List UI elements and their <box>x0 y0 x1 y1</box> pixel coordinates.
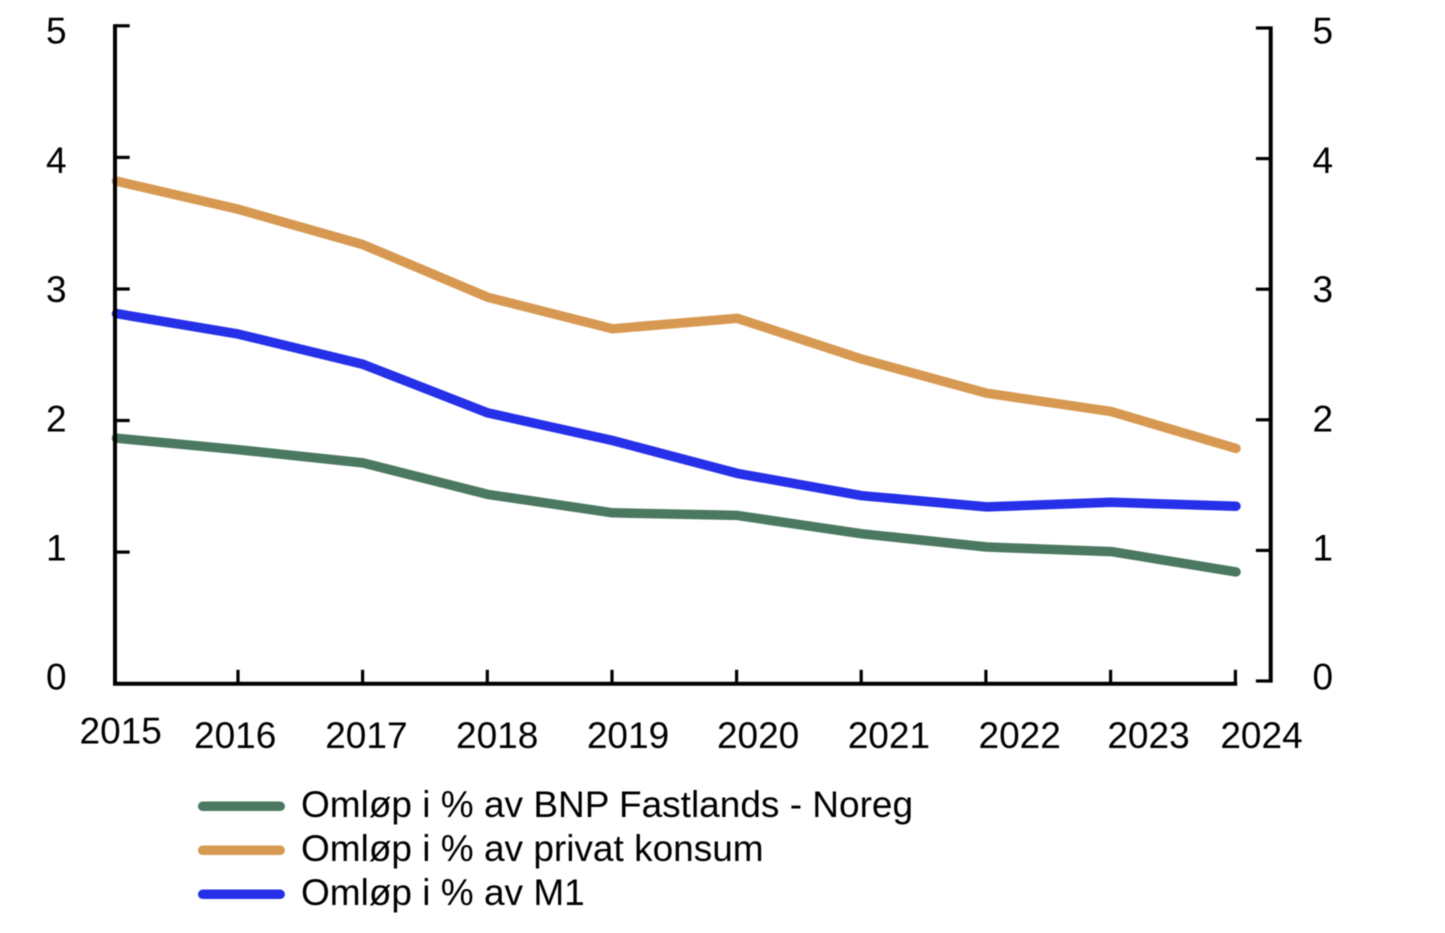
svg-text:0: 0 <box>1313 657 1334 698</box>
svg-text:5: 5 <box>1313 11 1334 52</box>
svg-text:1: 1 <box>1313 528 1334 569</box>
svg-text:1: 1 <box>46 528 67 569</box>
svg-text:Omløp i % av M1: Omløp i % av M1 <box>301 872 585 913</box>
svg-text:2017: 2017 <box>325 715 407 756</box>
svg-text:2: 2 <box>46 398 67 439</box>
svg-text:2022: 2022 <box>979 715 1061 756</box>
svg-text:3: 3 <box>1313 269 1334 310</box>
svg-text:5: 5 <box>46 11 67 52</box>
svg-text:2024: 2024 <box>1220 715 1302 756</box>
svg-text:2: 2 <box>1313 398 1334 439</box>
svg-text:Omløp i % av privat konsum: Omløp i % av privat konsum <box>301 828 764 869</box>
svg-text:2021: 2021 <box>848 715 930 756</box>
svg-text:2023: 2023 <box>1107 715 1189 756</box>
svg-text:0: 0 <box>46 657 67 698</box>
svg-text:4: 4 <box>46 140 67 181</box>
svg-text:Omløp i % av BNP Fastlands - N: Omløp i % av BNP Fastlands - Noreg <box>301 784 913 825</box>
svg-text:2018: 2018 <box>456 715 538 756</box>
svg-text:2020: 2020 <box>717 715 799 756</box>
svg-text:2016: 2016 <box>194 715 276 756</box>
svg-text:3: 3 <box>46 269 67 310</box>
svg-text:2015: 2015 <box>80 711 162 752</box>
svg-text:2019: 2019 <box>587 715 669 756</box>
svg-text:4: 4 <box>1313 140 1334 181</box>
